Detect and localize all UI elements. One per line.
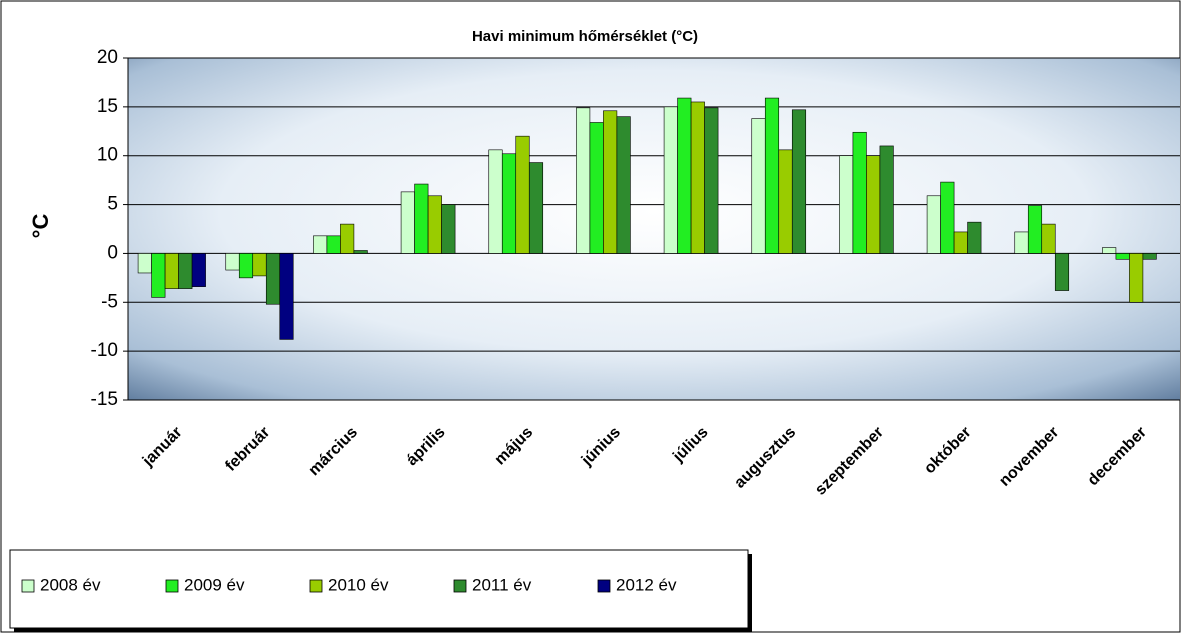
bar [528,162,544,254]
bar [764,97,780,254]
y-tick-label: 10 [97,145,118,166]
bar [238,253,254,279]
legend-label: 2010 év [328,575,389,594]
y-tick-label: -10 [91,340,118,361]
bar [1115,253,1130,260]
bar [576,107,591,254]
y-tick-label: 20 [97,47,118,68]
bar [791,109,807,254]
legend-box [9,549,749,629]
bar [1041,223,1056,254]
y-tick-label: -15 [91,389,118,410]
bar [164,253,179,289]
bar [340,223,355,254]
chart-title: Havi minimum hőmérséklet (°C) [472,28,698,45]
bar [778,149,793,254]
bar [1014,231,1029,254]
bar [1142,253,1157,260]
bar [690,101,705,254]
bar [191,253,206,287]
bar [326,235,341,254]
bar [178,253,193,289]
legend-swatch [597,579,611,593]
bar [677,97,692,254]
bar [151,253,166,298]
legend-label: 2008 év [40,575,101,594]
legend-swatch [309,579,323,593]
bar [866,155,881,254]
legend-swatch [453,579,467,593]
bar [1102,247,1117,254]
bar [137,253,152,274]
bar [1054,253,1070,291]
bar [603,110,618,254]
legend-label: 2012 év [616,575,677,594]
bar [279,253,294,340]
y-tick-label: -5 [101,291,118,312]
legend-swatch [21,579,35,593]
y-tick-label: 0 [107,242,118,263]
bar [953,231,968,254]
legend-label: 2011 év [472,575,532,594]
bar [1129,253,1144,303]
bar [313,235,328,254]
bar [704,107,719,254]
bar [225,253,240,271]
bar [940,181,955,254]
legend-swatch [165,579,179,593]
bar [501,153,517,254]
bar [852,131,867,254]
bar [589,122,604,254]
bar [616,116,631,254]
bar [879,145,894,254]
bar [353,250,368,254]
bar [265,253,281,305]
bar [252,253,267,277]
bar [414,183,429,254]
bar [515,135,530,254]
plot-background [128,58,1180,400]
y-axis-label: °C [28,214,53,239]
bar [751,118,766,254]
bar [427,195,442,254]
y-tick-label: 15 [97,96,118,117]
bar [663,106,678,254]
bar [400,191,415,254]
bar [488,149,503,254]
bar [839,155,854,254]
legend-label: 2009 év [184,575,245,594]
bar [967,221,982,254]
bar [926,195,941,254]
bar [441,204,456,254]
bar [1027,205,1043,254]
y-tick-label: 5 [107,194,118,215]
